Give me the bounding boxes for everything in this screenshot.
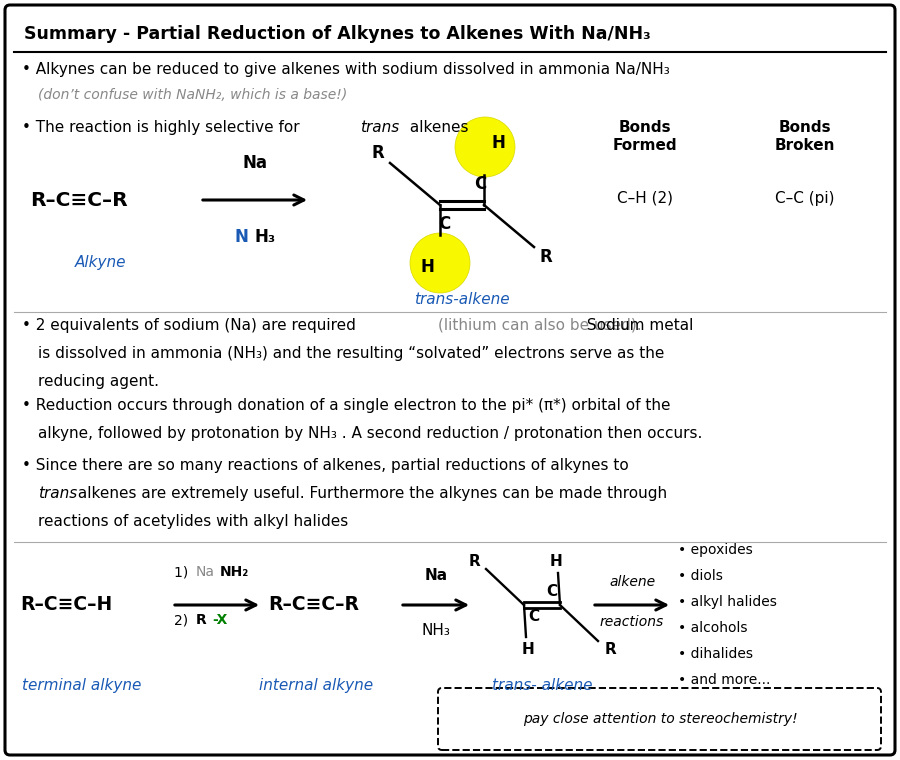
Text: trans: trans: [360, 120, 400, 135]
FancyBboxPatch shape: [438, 688, 881, 750]
Text: trans-alkene: trans-alkene: [414, 292, 509, 307]
Text: • alkyl halides: • alkyl halides: [678, 595, 777, 609]
Text: H: H: [491, 134, 505, 152]
Text: Na: Na: [425, 568, 447, 583]
Text: NH₂: NH₂: [220, 565, 249, 579]
Text: Bonds
Formed: Bonds Formed: [613, 120, 678, 153]
Text: C–C (pi): C–C (pi): [775, 191, 835, 205]
Text: 1): 1): [174, 565, 193, 579]
Text: • dihalides: • dihalides: [678, 647, 753, 661]
Text: C: C: [528, 609, 539, 624]
Text: Na: Na: [242, 154, 267, 172]
Text: • and more...: • and more...: [678, 673, 770, 687]
Text: C: C: [474, 175, 486, 193]
Text: internal alkyne: internal alkyne: [259, 678, 374, 693]
Text: H: H: [522, 641, 535, 657]
Text: R: R: [372, 144, 384, 162]
Text: Na: Na: [196, 565, 215, 579]
Text: alkene: alkene: [609, 575, 655, 589]
Text: alkenes are extremely useful. Furthermore the alkynes can be made through: alkenes are extremely useful. Furthermor…: [73, 486, 667, 501]
Text: R: R: [604, 641, 616, 657]
Text: Sodium metal: Sodium metal: [582, 318, 693, 333]
Text: • 2 equivalents of sodium (Na) are required: • 2 equivalents of sodium (Na) are requi…: [22, 318, 361, 333]
Text: R–C≡C–R: R–C≡C–R: [30, 191, 128, 210]
FancyBboxPatch shape: [5, 5, 895, 755]
Text: reducing agent.: reducing agent.: [38, 374, 159, 389]
Text: is dissolved in ammonia (NH₃) and the resulting “solvated” electrons serve as th: is dissolved in ammonia (NH₃) and the re…: [38, 346, 664, 361]
Text: C–H (2): C–H (2): [617, 191, 673, 205]
Text: R: R: [468, 553, 480, 568]
Text: reactions: reactions: [600, 615, 664, 629]
Text: H₃: H₃: [255, 228, 276, 246]
Text: 2): 2): [174, 613, 193, 627]
Text: • Since there are so many reactions of alkenes, partial reductions of alkynes to: • Since there are so many reactions of a…: [22, 458, 629, 473]
Text: Summary - Partial Reduction of Alkynes to Alkenes With Na/NH₃: Summary - Partial Reduction of Alkynes t…: [24, 25, 651, 43]
Text: (lithium can also be used).: (lithium can also be used).: [438, 318, 642, 333]
Text: • Alkynes can be reduced to give alkenes with sodium dissolved in ammonia Na/NH₃: • Alkynes can be reduced to give alkenes…: [22, 62, 670, 77]
Text: pay close attention to stereochemistry!: pay close attention to stereochemistry!: [523, 712, 797, 726]
Text: C: C: [546, 584, 557, 599]
Text: • alcohols: • alcohols: [678, 621, 748, 635]
Text: trans: trans: [38, 486, 77, 501]
Text: • epoxides: • epoxides: [678, 543, 752, 557]
Text: NH₃: NH₃: [421, 623, 450, 638]
Text: (don’t confuse with NaNH₂, which is a base!): (don’t confuse with NaNH₂, which is a ba…: [38, 88, 347, 102]
Text: • diols: • diols: [678, 569, 723, 583]
Text: H: H: [550, 553, 562, 568]
Text: R–C≡C–H: R–C≡C–H: [20, 596, 112, 615]
Circle shape: [410, 233, 470, 293]
Text: trans- alkene: trans- alkene: [491, 678, 592, 693]
Text: Alkyne: Alkyne: [75, 255, 127, 270]
Text: terminal alkyne: terminal alkyne: [22, 678, 141, 693]
Circle shape: [455, 117, 515, 177]
Text: R: R: [540, 248, 553, 266]
Text: alkyne, followed by protonation by NH₃ . A second reduction / protonation then o: alkyne, followed by protonation by NH₃ .…: [38, 426, 702, 441]
Text: R: R: [196, 613, 207, 627]
Text: Bonds
Broken: Bonds Broken: [775, 120, 835, 153]
Text: R–C≡C–R: R–C≡C–R: [268, 596, 359, 615]
Text: • The reaction is highly selective for: • The reaction is highly selective for: [22, 120, 304, 135]
Text: C: C: [438, 215, 450, 233]
Text: reactions of acetylides with alkyl halides: reactions of acetylides with alkyl halid…: [38, 514, 348, 529]
Text: • Reduction occurs through donation of a single electron to the pi* (π*) orbital: • Reduction occurs through donation of a…: [22, 398, 670, 413]
Text: -X: -X: [212, 613, 228, 627]
Text: alkenes: alkenes: [405, 120, 469, 135]
Text: N: N: [235, 228, 249, 246]
Text: H: H: [420, 258, 434, 276]
